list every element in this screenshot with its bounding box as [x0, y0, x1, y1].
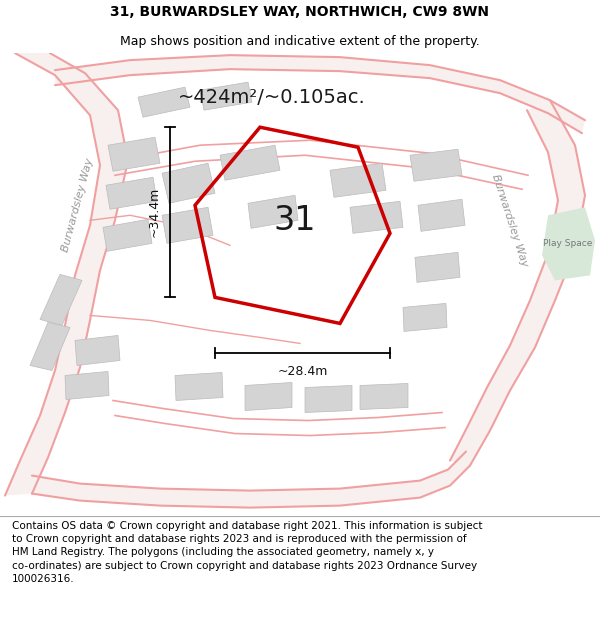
- Polygon shape: [350, 201, 403, 233]
- Polygon shape: [75, 336, 120, 366]
- Text: Burwardsley Way: Burwardsley Way: [490, 173, 530, 268]
- Text: 31, BURWARDSLEY WAY, NORTHWICH, CW9 8WN: 31, BURWARDSLEY WAY, NORTHWICH, CW9 8WN: [110, 4, 490, 19]
- Polygon shape: [418, 199, 465, 231]
- Polygon shape: [5, 53, 128, 496]
- Polygon shape: [106, 177, 157, 209]
- Text: Map shows position and indicative extent of the property.: Map shows position and indicative extent…: [120, 35, 480, 48]
- Polygon shape: [138, 87, 190, 118]
- Text: ~28.4m: ~28.4m: [277, 365, 328, 378]
- Polygon shape: [162, 163, 215, 203]
- Polygon shape: [103, 219, 152, 251]
- Polygon shape: [415, 253, 460, 282]
- Text: Contains OS data © Crown copyright and database right 2021. This information is : Contains OS data © Crown copyright and d…: [12, 521, 482, 584]
- Polygon shape: [220, 145, 280, 180]
- Polygon shape: [330, 163, 386, 198]
- Polygon shape: [55, 55, 585, 133]
- Polygon shape: [108, 138, 160, 171]
- Polygon shape: [32, 451, 470, 508]
- Text: Burwardsley Way: Burwardsley Way: [61, 158, 95, 253]
- Text: Play Space: Play Space: [544, 239, 593, 248]
- Polygon shape: [542, 208, 595, 281]
- Polygon shape: [248, 195, 298, 228]
- Text: ~34.4m: ~34.4m: [148, 187, 161, 238]
- Polygon shape: [40, 274, 82, 326]
- Text: ~424m²/~0.105ac.: ~424m²/~0.105ac.: [178, 88, 366, 107]
- Polygon shape: [162, 208, 213, 243]
- Polygon shape: [403, 303, 447, 331]
- Text: 31: 31: [274, 204, 316, 237]
- Polygon shape: [450, 100, 585, 466]
- Polygon shape: [360, 384, 408, 409]
- Polygon shape: [30, 322, 70, 371]
- Polygon shape: [410, 149, 462, 181]
- Polygon shape: [200, 82, 252, 110]
- Polygon shape: [175, 372, 223, 401]
- Polygon shape: [65, 371, 109, 399]
- Polygon shape: [305, 386, 352, 412]
- Polygon shape: [245, 382, 292, 411]
